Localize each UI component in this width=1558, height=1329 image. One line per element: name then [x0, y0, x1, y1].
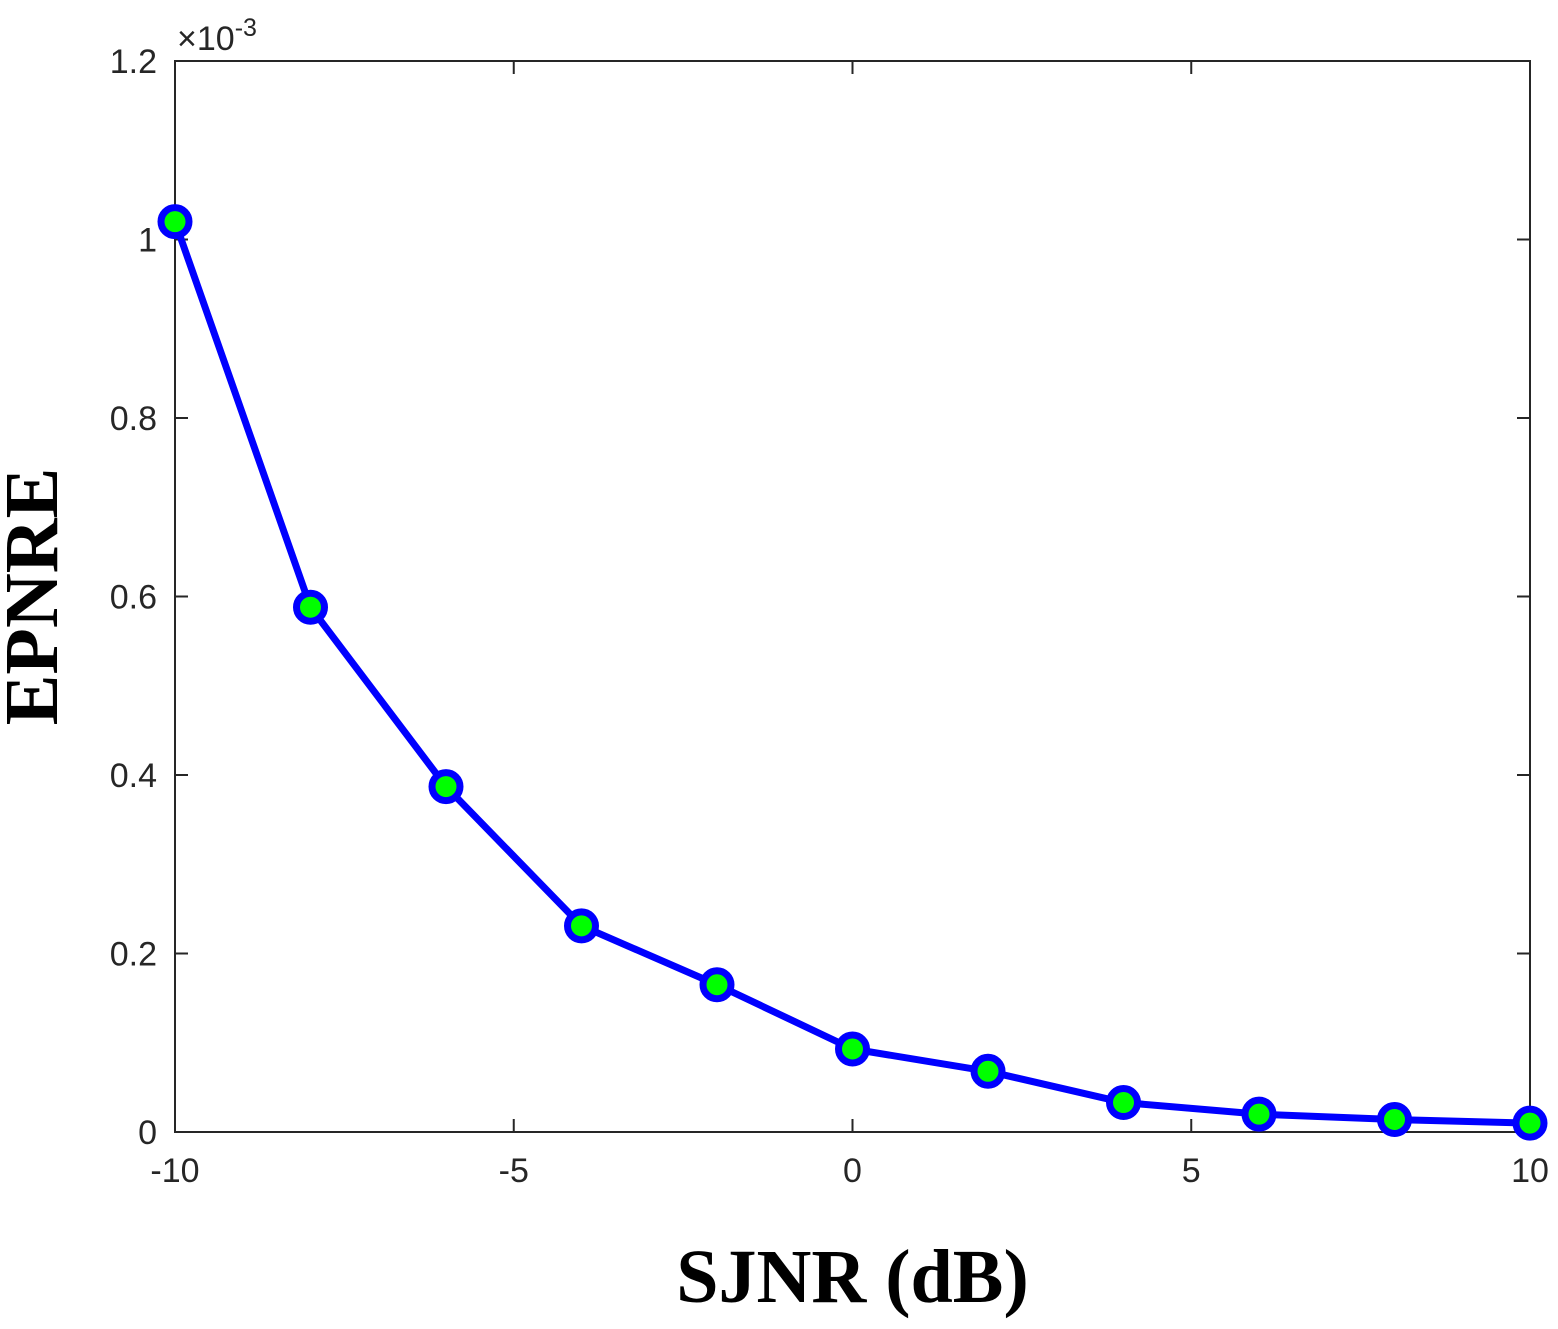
x-axis-title: SJNR (dB) [676, 1235, 1029, 1319]
data-point [1377, 1102, 1412, 1138]
data-point [293, 589, 328, 625]
series-layer [157, 204, 1548, 1141]
x-tick-label: 0 [843, 1152, 862, 1190]
data-point [699, 967, 735, 1003]
plot-area [174, 60, 1531, 1133]
x-tick-label: -5 [499, 1152, 529, 1190]
data-point [1241, 1096, 1277, 1132]
y-tick-label: 0 [138, 1114, 157, 1152]
y-tick-label: 1.2 [110, 43, 157, 81]
x-tick-label: 5 [1182, 1152, 1201, 1190]
tick-labels: -10 -5 0 5 10 0 0.2 0.4 0.6 0.8 1 1.2 [110, 43, 1549, 1190]
data-point [1512, 1105, 1548, 1141]
y-exponent-power: -3 [235, 14, 257, 42]
y-tick-label: 0.2 [110, 936, 157, 974]
data-point [970, 1053, 1006, 1089]
data-point [564, 908, 599, 944]
axes-frame [174, 60, 1531, 1133]
x-tick-label: 10 [1511, 1152, 1549, 1190]
y-tick-label: 0.6 [110, 579, 157, 617]
data-point [157, 204, 193, 240]
x-tick-label: -10 [150, 1152, 199, 1190]
data-point [1106, 1085, 1141, 1121]
y-exponent-label: ×10-3 [177, 14, 257, 58]
y-axis-title: EPNRE [0, 468, 74, 726]
data-point [835, 1031, 870, 1067]
y-tick-label: 0.4 [110, 757, 157, 795]
y-tick-label: 0.8 [110, 400, 157, 438]
y-tick-label: 1 [138, 222, 157, 260]
y-exponent-times: ×10 [177, 20, 235, 58]
data-point [428, 769, 464, 805]
